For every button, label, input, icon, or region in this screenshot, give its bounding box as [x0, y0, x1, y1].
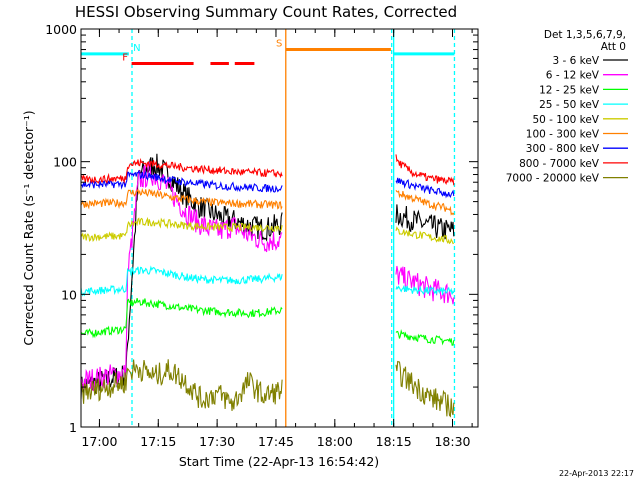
legend-header-1: Att 0: [601, 41, 626, 53]
series-line-5-1: [395, 190, 455, 216]
series-line-4-0: [81, 216, 283, 242]
axis-ticks: 17:00 17:15 17:30 17:45 18:00 18:15 18:30 1 10 10…: [45, 22, 478, 449]
series-line-1-1: [395, 265, 455, 305]
x-tick-label-6: 18:30: [434, 434, 470, 449]
legend-label-6: 300 - 800 keV: [526, 143, 600, 155]
x-tick-label-1: 17:15: [140, 434, 176, 449]
x-tick-label-4: 18:00: [317, 434, 353, 449]
series-line-1-0: [81, 162, 283, 392]
legend-header-0: Det 1,3,5,6,7,9,: [544, 29, 626, 41]
legend-label-5: 100 - 300 keV: [526, 129, 600, 141]
plot-frame: [80, 28, 479, 428]
y-tick-label-3: 1000: [45, 22, 77, 37]
legend: Det 1,3,5,6,7,9,Att 03 - 6 keV 6 - 12 keV…: [506, 29, 628, 185]
data-series: [81, 153, 455, 418]
legend-label-0: 3 - 6 keV: [552, 55, 599, 67]
bar-label-N: N: [133, 43, 140, 54]
series-line-2-0: [81, 297, 283, 339]
series-line-2-1: [395, 329, 455, 346]
timestamp: 22-Apr-2013 22:17: [559, 469, 634, 478]
bar-label-S: S: [276, 39, 282, 50]
series-line-6-0: [81, 169, 283, 194]
series-line-3-0: [81, 265, 283, 297]
series-line-3-1: [395, 284, 455, 296]
series-line-4-1: [395, 226, 454, 245]
y-tick-label-0: 1: [69, 420, 77, 435]
x-axis-label: Start Time (22-Apr-13 16:54:42): [179, 454, 379, 469]
legend-label-7: 800 - 7000 keV: [519, 158, 600, 170]
x-tick-label-3: 17:45: [258, 434, 294, 449]
legend-label-2: 12 - 25 keV: [539, 84, 600, 96]
series-line-7-1: [395, 154, 455, 186]
series-line-5-0: [81, 187, 283, 211]
series-line-8-1: [395, 360, 455, 418]
series-line-7-0: [81, 157, 283, 185]
y-axis-label: Corrected Count Rate (s⁻¹ detector⁻¹): [21, 110, 36, 345]
legend-label-8: 7000 - 20000 keV: [506, 173, 600, 185]
x-tick-label-0: 17:00: [81, 434, 117, 449]
vertical-markers: [131, 29, 456, 427]
bar-label-F: F: [122, 52, 128, 63]
series-line-0-1: [395, 204, 455, 240]
legend-label-3: 25 - 50 keV: [539, 99, 600, 111]
x-tick-label-2: 17:30: [199, 434, 235, 449]
annotation-bars: NF S: [81, 39, 455, 65]
chart-title: HESSI Observing Summary Count Rates, Cor…: [75, 3, 457, 21]
legend-label-1: 6 - 12 keV: [546, 70, 600, 82]
series-line-8-0: [81, 359, 283, 411]
series-line-6-1: [395, 177, 455, 199]
x-tick-label-5: 18:15: [376, 434, 412, 449]
legend-label-4: 50 - 100 keV: [532, 114, 599, 126]
y-tick-label-1: 10: [61, 287, 77, 302]
y-tick-label-2: 100: [53, 155, 77, 170]
